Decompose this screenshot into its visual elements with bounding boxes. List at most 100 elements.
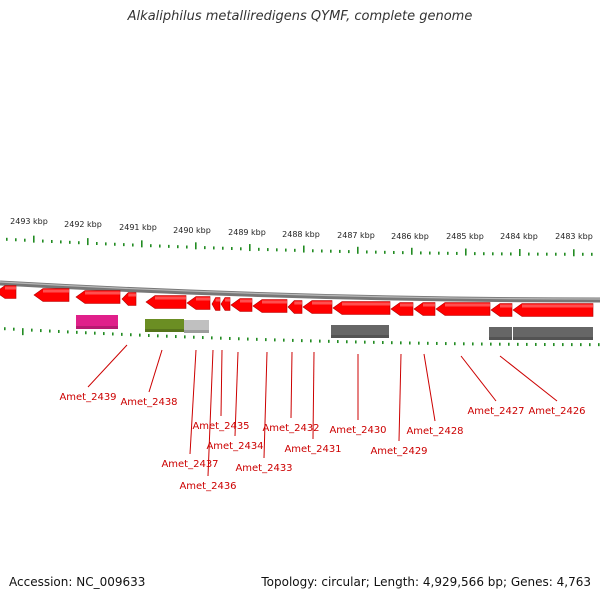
ruler-tick (526, 342, 528, 346)
gene-label: Amet_2435 (192, 421, 249, 432)
ruler-tick (238, 337, 240, 341)
ruler-tick (285, 248, 287, 252)
gene-highlight (445, 303, 490, 307)
ruler-tick (544, 343, 546, 347)
leader-line (423, 353, 436, 422)
ruler-tick (213, 246, 215, 250)
ruler-tick (103, 332, 105, 336)
ruler-tick (346, 340, 348, 344)
ruler-tick (40, 329, 42, 333)
scale-label: 2492 kbp (64, 220, 102, 229)
ruler-tick (337, 340, 339, 344)
ruler-tick (222, 246, 224, 250)
ruler-tick (382, 341, 384, 345)
gene-highlight (128, 293, 136, 297)
gene-highlight (522, 304, 593, 308)
ruler-tick (303, 245, 305, 253)
leader-line (234, 351, 239, 437)
gene-highlight (342, 302, 390, 306)
ruler-tick (249, 244, 251, 252)
ruler-tick (357, 246, 359, 254)
ruler-tick (355, 340, 357, 344)
gene-highlight (312, 301, 332, 305)
ruler-tick (573, 249, 575, 257)
ruler-tick (15, 238, 17, 242)
feature-box (331, 325, 389, 338)
ruler-tick (141, 240, 143, 248)
gene-label: Amet_2429 (370, 446, 427, 457)
genome-backbone (0, 280, 600, 303)
ruler-tick (132, 243, 134, 247)
page-title: Alkaliphilus metalliredigens QYMF, compl… (127, 9, 473, 24)
gene-highlight (85, 291, 120, 295)
ruler-tick (33, 235, 35, 243)
gene-label: Amet_2439 (59, 392, 116, 403)
ruler-tick (76, 330, 78, 334)
gene-highlight (5, 286, 16, 290)
ruler-bottom (4, 327, 600, 347)
ruler-tick (159, 244, 161, 248)
ruler-tick (60, 240, 62, 244)
ruler-top (6, 235, 593, 257)
ruler-tick (112, 332, 114, 336)
leader-line (460, 355, 497, 402)
ruler-tick (69, 240, 71, 244)
ruler-tick (537, 252, 539, 256)
ruler-tick (51, 239, 53, 243)
scale-label: 2483 kbp (555, 232, 593, 241)
feature-shade (184, 330, 209, 333)
ruler-tick (301, 339, 303, 343)
ruler-tick (528, 252, 530, 256)
ruler-tick (256, 337, 258, 341)
gene-label: Amet_2433 (235, 463, 292, 474)
ruler-tick (31, 328, 33, 332)
ruler-tick (411, 247, 413, 255)
ruler-tick (510, 252, 512, 256)
gene-highlight (400, 303, 413, 307)
gene-label: Amet_2434 (206, 441, 263, 452)
scale-label: 2486 kbp (391, 232, 429, 241)
ruler-tick (85, 331, 87, 335)
ruler-tick (429, 251, 431, 255)
genome-backbone-highlight (0, 281, 600, 300)
gene-highlight (294, 301, 302, 305)
gene-label: Amet_2438 (120, 397, 177, 408)
ruler-tick (283, 338, 285, 342)
ruler-tick (319, 339, 321, 343)
scale-label: 2493 kbp (10, 217, 48, 226)
ruler-tick (231, 247, 233, 251)
ruler-tick (274, 338, 276, 342)
ruler-tick (328, 339, 330, 343)
ruler-tick (454, 342, 456, 346)
feature-shade (489, 337, 512, 340)
gene-label: Amet_2430 (329, 425, 386, 436)
ruler-tick (157, 334, 159, 338)
leader-line (87, 344, 128, 388)
ruler-tick (321, 249, 323, 253)
ruler-tick (546, 252, 548, 256)
ruler-tick (87, 238, 89, 246)
gene-label: Amet_2437 (161, 459, 218, 470)
ruler-tick (276, 248, 278, 252)
ruler-tick (409, 341, 411, 345)
ruler-tick (67, 330, 69, 334)
ruler-tick (391, 341, 393, 345)
scale-label: 2485 kbp (446, 232, 484, 241)
ruler-tick (384, 250, 386, 254)
ruler-tick (427, 341, 429, 345)
ruler-tick (49, 329, 51, 333)
ruler-tick (177, 245, 179, 249)
ruler-tick (186, 245, 188, 249)
ruler-tick (348, 250, 350, 254)
ruler-tick (555, 252, 557, 256)
gene-highlight (196, 297, 210, 301)
genome-summary-text: Topology: circular; Length: 4,929,566 bp… (261, 575, 591, 589)
ruler-tick (519, 249, 521, 257)
ruler-tick (195, 242, 197, 250)
gene-labels: Amet_2439 Amet_2438 Amet_2437 Amet_2436 Amet… (59, 392, 585, 492)
ruler-tick (330, 249, 332, 253)
scale-label: 2489 kbp (228, 228, 266, 237)
scale-label: 2487 kbp (337, 231, 375, 240)
ruler-tick (310, 339, 312, 343)
gene-highlight (225, 298, 230, 302)
